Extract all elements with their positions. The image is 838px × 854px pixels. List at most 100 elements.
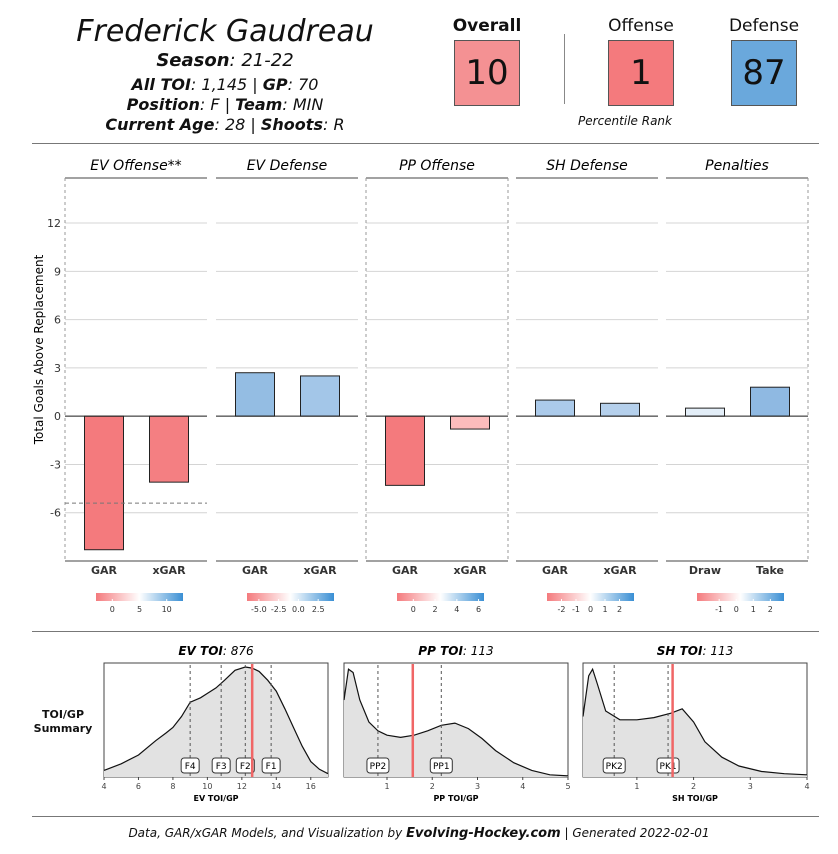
mid-divider <box>32 631 819 632</box>
gar-bar <box>300 375 340 417</box>
x-tick-label: 3 <box>748 782 753 791</box>
legend-tick-label: 0 <box>110 605 115 614</box>
marker-label-box <box>211 757 231 774</box>
gar-bar <box>450 415 490 430</box>
density-area <box>583 669 807 777</box>
density-title-label: EV TOI <box>178 644 223 658</box>
legend-tick-label: 1 <box>751 605 756 614</box>
density-area <box>104 667 328 777</box>
y-tick-label: -3 <box>50 458 61 471</box>
legend-tick-label: 5 <box>137 605 142 614</box>
overall-label: Overall <box>452 16 522 36</box>
gar-bar <box>685 407 725 417</box>
footer-credit: Data, GAR/xGAR Models, and Visualization… <box>128 826 710 841</box>
season-line: Season: 21-22 <box>156 50 294 71</box>
percentile-rank-label: Percentile Rank <box>578 114 672 128</box>
gar-bar-chart: Total Goals Above Replacement-6-3036912E… <box>32 158 809 614</box>
y-tick-label: 9 <box>54 265 61 278</box>
legend-tick-label: 2 <box>617 605 622 614</box>
marker-label-box <box>261 757 281 774</box>
gar-bar <box>235 372 275 417</box>
density-title: EV TOI: 876 <box>178 644 254 658</box>
marker-label-box <box>602 757 626 774</box>
legend-tick-label: 1 <box>602 605 607 614</box>
y-tick-label: 6 <box>54 314 61 327</box>
panel-title: EV Offense** <box>90 158 181 174</box>
gar-bar <box>750 386 790 417</box>
x-tick-label: xGAR <box>453 564 487 577</box>
legend-tick-label: 2.5 <box>312 605 325 614</box>
x-tick-label: GAR <box>542 564 569 577</box>
panel-title: Penalties <box>705 158 769 174</box>
x-tick-label: 5 <box>565 782 570 791</box>
legend-tick-label: 0.0 <box>292 605 305 614</box>
marker-label: PK2 <box>606 762 623 772</box>
y-tick-label: 12 <box>47 217 61 230</box>
legend-tick-label: 0 <box>734 605 739 614</box>
x-tick-label: 14 <box>271 782 281 791</box>
x-tick-label: 8 <box>170 782 175 791</box>
marker-label: F1 <box>266 762 277 772</box>
offense-score-box: 1 <box>608 40 674 106</box>
x-axis-label: PP TOI/GP <box>433 794 478 803</box>
x-tick-label: xGAR <box>303 564 337 577</box>
marker-label-box <box>180 757 200 774</box>
footer-divider <box>32 816 819 817</box>
density-area <box>344 669 568 777</box>
x-tick-label: 12 <box>237 782 247 791</box>
legend-tick-label: -5.0 <box>251 605 267 614</box>
legend-colorbar <box>96 593 183 601</box>
marker-label-box <box>429 757 453 774</box>
marker-label: PK1 <box>660 762 677 772</box>
marker-label: F3 <box>216 762 227 772</box>
legend-tick-label: 10 <box>162 605 172 614</box>
x-axis-label: SH TOI/GP <box>672 794 718 803</box>
x-tick-label: 6 <box>136 782 141 791</box>
panel-title: PP Offense <box>399 158 475 174</box>
x-tick-label: 3 <box>475 782 480 791</box>
legend-tick-label: 2 <box>433 605 438 614</box>
density-title: PP TOI: 113 <box>418 644 493 658</box>
density-curve <box>103 666 329 775</box>
legend-tick-label: 6 <box>476 605 481 614</box>
player-name: Frederick Gaudreau <box>76 14 374 49</box>
density-title-label: SH TOI <box>657 644 703 658</box>
toi-summary-label: TOI/GP Summary <box>33 708 93 735</box>
panel-title: SH Defense <box>546 158 628 174</box>
x-tick-label: xGAR <box>603 564 637 577</box>
density-title-value: : 113 <box>702 644 733 658</box>
defense-label: Defense <box>728 16 800 36</box>
legend-colorbar <box>247 593 334 601</box>
x-tick-label: GAR <box>242 564 269 577</box>
gar-bar <box>385 415 425 486</box>
legend-tick-label: 4 <box>454 605 459 614</box>
marker-label: PP2 <box>370 762 387 772</box>
overall-score-box: 10 <box>454 40 520 106</box>
legend-tick-label: 0 <box>588 605 593 614</box>
marker-label-box <box>235 757 255 774</box>
score-divider <box>564 34 565 104</box>
x-axis-label: EV TOI/GP <box>193 794 238 803</box>
x-tick-label: GAR <box>392 564 419 577</box>
gar-bar <box>600 402 640 417</box>
gar-bar <box>149 415 189 483</box>
density-curve <box>343 668 569 777</box>
toi-line: All TOI: 1,145 | GP: 70 <box>131 75 319 94</box>
x-tick-label: Take <box>756 564 784 577</box>
density-curve <box>582 667 808 776</box>
x-tick-label: 4 <box>520 782 525 791</box>
gar-bar <box>535 399 575 417</box>
y-tick-label: 3 <box>54 362 61 375</box>
legend-tick-label: 0 <box>411 605 416 614</box>
position-line: Position: F | Team: MIN <box>126 95 324 114</box>
legend-tick-label: -1 <box>572 605 580 614</box>
x-tick-label: 4 <box>804 782 809 791</box>
legend-colorbar <box>547 593 634 601</box>
offense-label: Offense <box>608 16 674 36</box>
legend-tick-label: -2 <box>558 605 566 614</box>
y-axis-label: Total Goals Above Replacement <box>32 254 46 445</box>
x-tick-label: 4 <box>101 782 106 791</box>
x-tick-label: 2 <box>430 782 435 791</box>
density-title-value: : 113 <box>463 644 494 658</box>
